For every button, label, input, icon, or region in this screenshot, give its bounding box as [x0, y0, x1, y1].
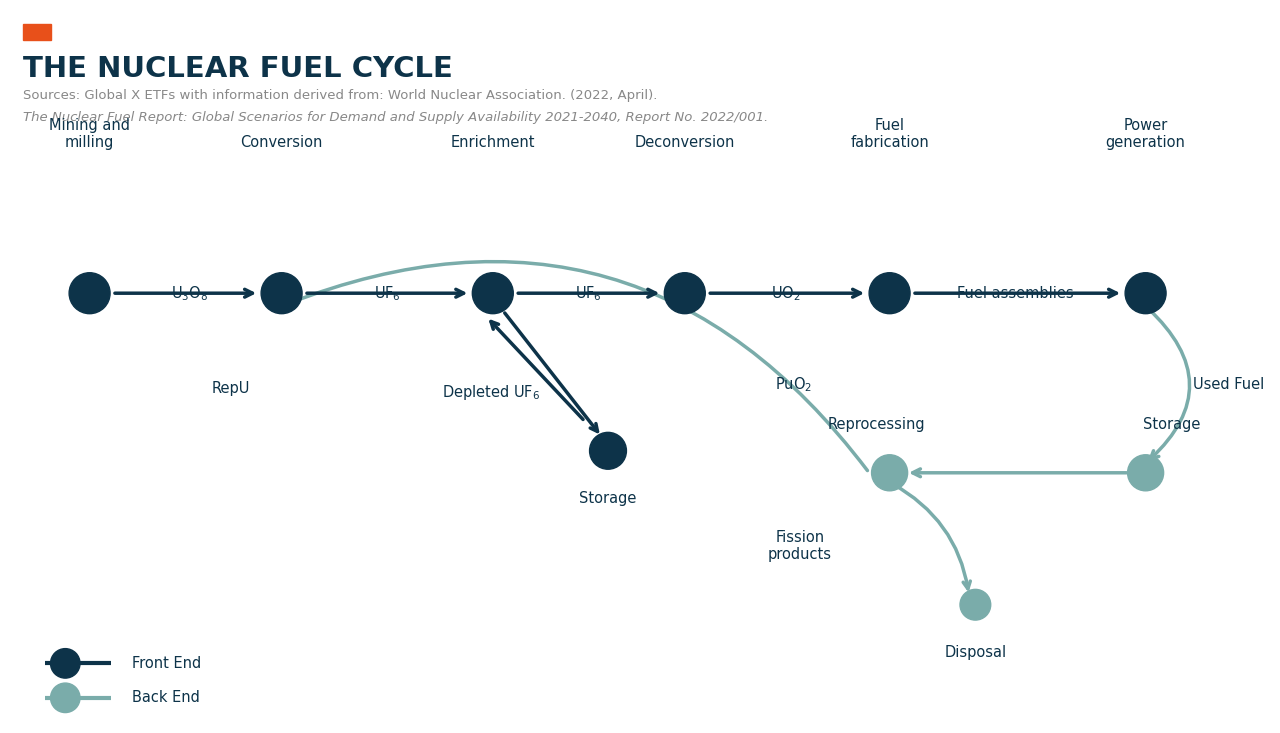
Bar	[23, 24, 51, 40]
Text: Conversion: Conversion	[241, 136, 323, 150]
Ellipse shape	[50, 683, 81, 712]
Text: Back End: Back End	[132, 690, 200, 705]
Text: Fuel assemblies: Fuel assemblies	[956, 286, 1074, 301]
Ellipse shape	[664, 273, 705, 314]
Text: Power
generation: Power generation	[1106, 118, 1185, 150]
Text: RepU: RepU	[211, 381, 250, 396]
Text: UO$_2$: UO$_2$	[771, 284, 801, 303]
Text: Mining and
milling: Mining and milling	[49, 118, 131, 150]
Ellipse shape	[50, 649, 81, 678]
Text: Fission
products: Fission products	[768, 530, 832, 562]
Text: PuO$_2$: PuO$_2$	[774, 375, 813, 394]
Text: UF$_6$: UF$_6$	[375, 284, 401, 303]
Text: THE NUCLEAR FUEL CYCLE: THE NUCLEAR FUEL CYCLE	[23, 55, 453, 83]
Text: U$_3$O$_8$: U$_3$O$_8$	[170, 284, 209, 303]
Text: Used Fuel: Used Fuel	[1193, 377, 1265, 392]
Text: Disposal: Disposal	[945, 645, 1006, 660]
Text: Front End: Front End	[132, 656, 201, 671]
Ellipse shape	[1125, 273, 1166, 314]
Ellipse shape	[869, 273, 910, 314]
Text: Enrichment: Enrichment	[451, 136, 535, 150]
Text: The Nuclear Fuel Report: Global Scenarios for Demand and Supply Availability 202: The Nuclear Fuel Report: Global Scenario…	[23, 111, 768, 125]
Text: Storage: Storage	[580, 491, 636, 506]
Text: Storage: Storage	[1143, 418, 1199, 432]
Ellipse shape	[472, 273, 513, 314]
Ellipse shape	[1128, 454, 1164, 491]
Text: UF$_6$: UF$_6$	[576, 284, 602, 303]
Ellipse shape	[261, 273, 302, 314]
Ellipse shape	[590, 432, 626, 469]
Text: Fuel
fabrication: Fuel fabrication	[850, 118, 929, 150]
Ellipse shape	[960, 589, 991, 620]
Text: Sources: Global X ETFs with information derived from: World Nuclear Association.: Sources: Global X ETFs with information …	[23, 89, 658, 103]
Text: Reprocessing: Reprocessing	[828, 418, 925, 432]
Ellipse shape	[69, 273, 110, 314]
Text: Depleted UF$_6$: Depleted UF$_6$	[442, 383, 540, 402]
Ellipse shape	[872, 454, 908, 491]
Text: Deconversion: Deconversion	[635, 136, 735, 150]
